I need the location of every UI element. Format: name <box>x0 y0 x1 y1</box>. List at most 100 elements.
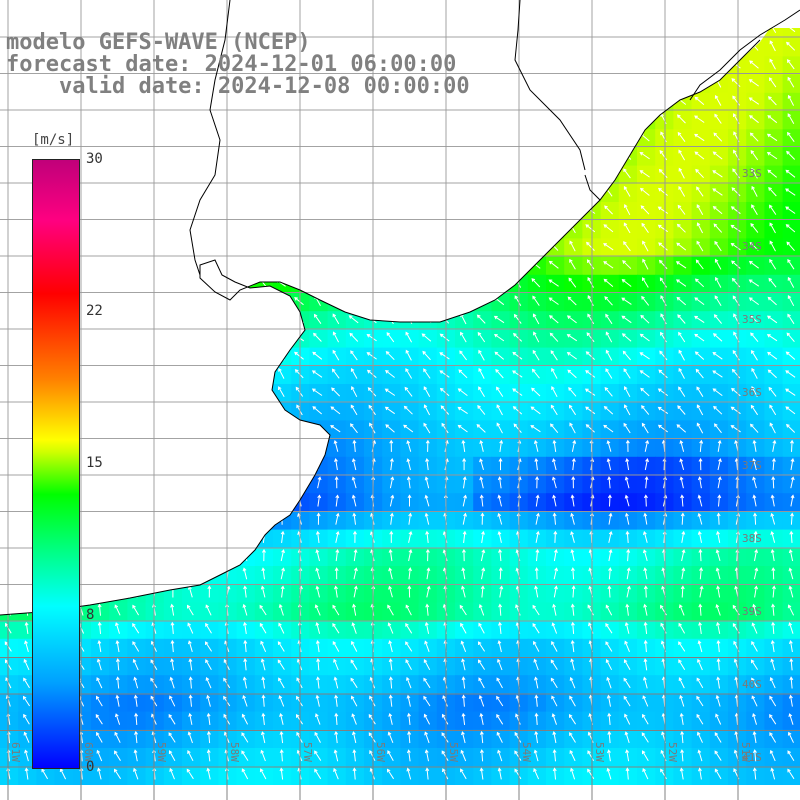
wind-vector <box>730 242 741 251</box>
wind-vector <box>243 658 248 671</box>
wind-vector <box>769 204 777 215</box>
wind-vector <box>206 767 211 780</box>
wind-vector <box>188 658 193 671</box>
wind-vector <box>717 476 722 489</box>
longitude-labels: 61W 60W 59W 58W 57W 56W 55W 54W 53W 52W 51W <box>9 742 752 762</box>
wind-vector <box>350 367 358 379</box>
wind-vector <box>316 676 320 689</box>
colorbar-unit-label: [m/s] <box>32 132 75 148</box>
wind-vector <box>713 405 723 415</box>
wind-vector <box>499 439 504 452</box>
wind-vector <box>478 603 485 616</box>
wind-vector <box>350 695 358 707</box>
wind-vector <box>643 603 648 616</box>
wind-vector <box>205 659 212 670</box>
wind-vector <box>442 695 448 707</box>
wind-vector <box>552 731 557 744</box>
wind-vector <box>679 458 685 471</box>
wind-vector <box>730 224 741 233</box>
wind-vector <box>461 676 466 689</box>
wind-vector <box>790 512 794 525</box>
wind-vector <box>351 494 357 507</box>
wind-vector <box>570 767 576 780</box>
wind-vector <box>531 368 540 379</box>
wind-vector <box>334 731 339 744</box>
wind-vector <box>461 548 466 562</box>
wind-vector <box>96 677 103 689</box>
wind-vector <box>349 332 359 342</box>
coastline <box>514 0 586 171</box>
wind-vector <box>514 750 522 761</box>
wind-speed-cell <box>782 220 800 239</box>
wind-vector <box>423 368 431 379</box>
wind-vector <box>207 585 212 598</box>
wind-vector <box>332 331 340 343</box>
wind-vector <box>168 732 176 743</box>
wind-vector <box>585 370 596 378</box>
wind-vector <box>462 512 467 525</box>
wind-vector <box>731 78 741 88</box>
wind-vector <box>279 749 284 762</box>
wind-vector <box>423 695 431 707</box>
wind-vector <box>785 406 796 415</box>
wind-vector <box>626 567 631 580</box>
wind-vector <box>294 369 304 379</box>
wind-vector <box>785 224 796 233</box>
land-mask <box>0 0 800 622</box>
wind-vector <box>714 732 722 743</box>
wind-vector <box>406 440 412 452</box>
wind-vector <box>461 439 466 452</box>
wind-vector <box>624 640 630 652</box>
wind-vector <box>294 296 304 306</box>
wind-vector <box>751 350 758 361</box>
wind-vector <box>462 457 467 471</box>
wind-vector <box>751 640 758 652</box>
wind-vector <box>424 476 430 489</box>
wind-vector <box>785 206 796 214</box>
wind-vector <box>642 713 649 725</box>
wind-vector <box>608 549 613 562</box>
wind-vector <box>785 388 796 396</box>
wind-vector <box>168 750 176 762</box>
wind-vector <box>657 424 668 433</box>
wind-vector <box>496 677 503 689</box>
wind-vector <box>644 476 649 489</box>
wind-vector <box>132 604 140 616</box>
wind-vector <box>550 677 558 689</box>
wind-vector <box>351 640 358 652</box>
wind-vector <box>458 369 468 379</box>
wind-vector <box>260 749 266 762</box>
wind-vector <box>639 352 650 360</box>
wind-vector <box>350 404 358 416</box>
wind-vector <box>405 349 412 361</box>
wind-vector <box>534 676 539 689</box>
wind-vector <box>677 405 686 415</box>
wind-vector <box>694 96 705 105</box>
wind-vector <box>384 388 396 396</box>
wind-vector <box>315 713 321 725</box>
wind-vector <box>313 332 322 342</box>
wind-vector <box>389 476 395 489</box>
wind-vector <box>95 713 103 725</box>
wind-vector <box>748 297 759 306</box>
wind-speed-cell <box>782 111 800 130</box>
wind-vector <box>643 512 648 525</box>
wind-vector <box>497 640 502 653</box>
wind-vector <box>696 222 704 234</box>
wind-vector <box>750 223 759 233</box>
wind-vector <box>769 695 777 707</box>
wind-vector <box>787 604 795 616</box>
wind-vector <box>751 185 758 197</box>
wind-vector <box>570 531 575 543</box>
wind-vector <box>681 567 686 580</box>
wind-vector <box>97 767 102 780</box>
wind-vector <box>534 731 539 744</box>
wind-vector <box>749 115 759 124</box>
wind-vector <box>408 567 412 580</box>
wind-vector <box>168 714 176 725</box>
wind-vector <box>23 677 30 689</box>
wind-vector <box>624 621 630 634</box>
wind-vector <box>261 694 266 707</box>
wind-vector <box>767 296 777 306</box>
wind-vector <box>351 386 358 398</box>
